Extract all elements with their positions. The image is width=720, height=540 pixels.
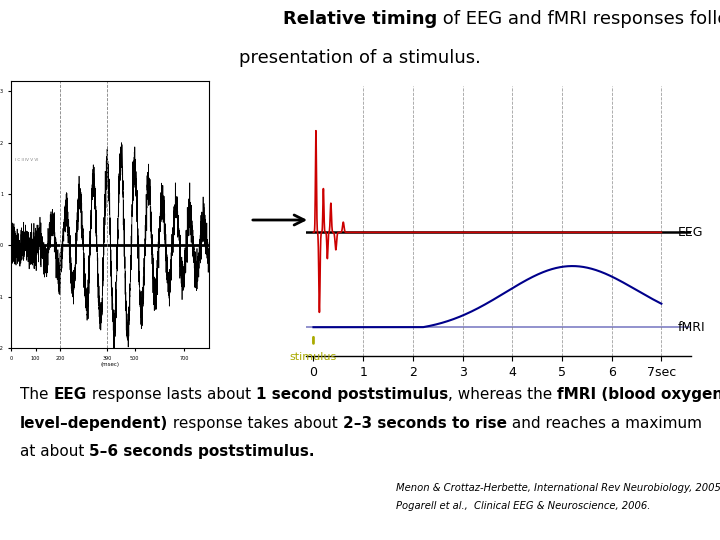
Text: 2–3 seconds to rise: 2–3 seconds to rise — [343, 416, 507, 431]
Text: presentation of a stimulus.: presentation of a stimulus. — [239, 49, 481, 66]
Text: The: The — [20, 387, 53, 402]
Text: EEG: EEG — [678, 226, 703, 239]
Text: fMRI: fMRI — [678, 321, 705, 334]
Text: of EEG and fMRI responses following the: of EEG and fMRI responses following the — [437, 10, 720, 28]
Text: stimulus: stimulus — [290, 352, 337, 362]
Text: Pogarell et al.,  Clinical EEG & Neuroscience, 2006.: Pogarell et al., Clinical EEG & Neurosci… — [396, 501, 650, 511]
Text: , whereas the: , whereas the — [448, 387, 557, 402]
Text: response lasts about: response lasts about — [87, 387, 256, 402]
Text: I C II IV V VI: I C II IV V VI — [14, 158, 38, 162]
Text: EEG: EEG — [53, 387, 87, 402]
X-axis label: (msec): (msec) — [100, 362, 120, 367]
Text: Menon & Crottaz-Herbette, International Rev Neurobiology, 2005;: Menon & Crottaz-Herbette, International … — [396, 483, 720, 494]
Text: response takes about: response takes about — [168, 416, 343, 431]
Text: level–dependent): level–dependent) — [20, 416, 168, 431]
Text: and reaches a maximum: and reaches a maximum — [507, 416, 702, 431]
Text: at about: at about — [20, 444, 89, 460]
Text: fMRI (blood oxygen: fMRI (blood oxygen — [557, 387, 720, 402]
Text: 1 second poststimulus: 1 second poststimulus — [256, 387, 448, 402]
Text: Relative timing: Relative timing — [283, 10, 437, 28]
Text: 5–6 seconds poststimulus.: 5–6 seconds poststimulus. — [89, 444, 315, 460]
